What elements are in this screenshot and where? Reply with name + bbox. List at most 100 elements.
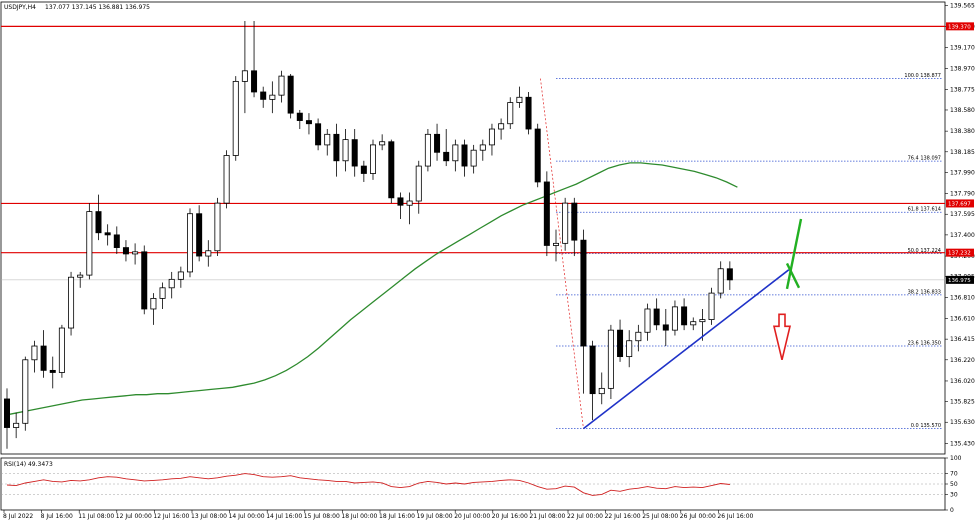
x-tick-label: 8 Jul 16:00	[41, 513, 73, 520]
y-tick-label: 138.380	[950, 128, 975, 135]
candle	[461, 139, 468, 177]
level-price-tag-text: 137.697	[948, 201, 971, 207]
candle-body-bullish	[498, 123, 505, 130]
candle-body-bullish	[22, 359, 29, 424]
candle	[305, 113, 312, 135]
candle	[269, 81, 276, 114]
candle	[507, 97, 514, 130]
candle-body-bearish	[543, 181, 550, 246]
candle	[607, 324, 614, 399]
y-tick-label: 136.020	[950, 378, 975, 385]
candle-body-bearish	[296, 112, 303, 121]
candle	[653, 298, 660, 331]
candle	[726, 261, 733, 290]
candle-body-bearish	[95, 211, 102, 234]
candle	[626, 330, 633, 368]
candle	[86, 203, 93, 280]
current-price-tag	[946, 275, 974, 284]
candle-body-bullish	[479, 144, 486, 151]
candle	[452, 139, 459, 172]
candle	[214, 197, 221, 257]
candle-body-bullish	[690, 321, 697, 326]
candle-body-bullish	[342, 139, 349, 162]
candle	[95, 194, 102, 241]
candle-body-bearish	[360, 165, 367, 174]
candle	[415, 160, 422, 214]
x-tick-label: 20 Jul 00:00	[454, 513, 490, 520]
candle	[104, 224, 111, 246]
y-tick-label: 136.810	[950, 294, 975, 301]
candle	[717, 261, 724, 299]
candle	[40, 330, 47, 378]
candle	[177, 266, 184, 288]
candle	[150, 293, 157, 325]
candle	[516, 86, 523, 108]
rsi-pane: 100 70 50 30 0	[0, 455, 962, 514]
level-price-tag	[946, 22, 974, 31]
candle	[397, 192, 404, 220]
candle	[141, 245, 148, 315]
level-price-tag	[946, 248, 974, 257]
candle-body-bullish	[205, 250, 212, 257]
rsi-label: RSI(14) 49.3473	[4, 461, 53, 468]
candle-body-bearish	[388, 141, 395, 199]
candle	[241, 21, 248, 114]
x-tick-label: 26 Jul 16:00	[717, 513, 753, 520]
candle	[598, 372, 605, 405]
x-tick-label: 14 Jul 00:00	[229, 513, 265, 520]
y-tick-label: 136.220	[950, 357, 975, 364]
candle-body-bullish	[86, 211, 93, 276]
candle	[159, 282, 166, 309]
x-tick-label: 18 Jul 00:00	[341, 513, 377, 520]
level-price-tag-text: 137.232	[948, 251, 971, 257]
x-tick-label: 11 Jul 08:00	[78, 513, 114, 520]
x-tick-label: 13 Jul 08:00	[191, 513, 227, 520]
candle-body-bullish	[516, 96, 523, 103]
candle	[690, 317, 697, 331]
current-price-tag-text: 136.975	[948, 278, 971, 284]
candle	[699, 308, 706, 341]
candle-body-bearish	[571, 202, 578, 241]
main-pane-frame	[0, 1, 946, 455]
candle-body-bullish	[562, 202, 569, 244]
y-tick-label: 137.400	[950, 232, 975, 239]
candle	[49, 356, 56, 389]
candle-body-bullish	[278, 75, 285, 96]
candle-body-bearish	[681, 306, 688, 326]
x-tick-label: 22 Jul 00:00	[567, 513, 603, 520]
candle-body-bullish	[232, 80, 239, 156]
candle-body-bullish	[626, 340, 633, 358]
y-tick-label: 135.430	[950, 440, 975, 447]
candle	[434, 123, 441, 161]
candle	[543, 171, 550, 257]
candle	[342, 129, 349, 172]
candle	[168, 271, 175, 299]
x-tick-label: 8 Jul 2022	[3, 513, 33, 520]
x-tick-label: 14 Jul 16:00	[266, 513, 302, 520]
candle	[196, 205, 203, 262]
candle	[644, 303, 651, 341]
candle	[77, 271, 84, 288]
candle-body-bearish	[40, 345, 47, 371]
projection-green-stroke-1	[785, 262, 801, 289]
candle	[31, 340, 38, 373]
candle	[662, 308, 669, 347]
candle-body-bullish	[150, 297, 157, 310]
candle	[635, 324, 642, 352]
candle-body-bearish	[443, 151, 450, 162]
candle	[479, 139, 486, 161]
x-tick-label: 12 Jul 00:00	[116, 513, 152, 520]
candle-body-bullish	[507, 102, 514, 125]
candle-body-bullish	[241, 70, 248, 82]
candle-body-bullish	[177, 271, 184, 280]
candle	[113, 226, 120, 254]
candle	[13, 412, 20, 439]
candle-body-bullish	[186, 213, 193, 273]
candle-body-bullish	[553, 242, 560, 246]
candle-body-bearish	[534, 128, 541, 183]
candle	[589, 340, 596, 421]
candle	[498, 118, 505, 140]
fib-level-label: 0.0 135.570	[911, 423, 941, 429]
y-tick-label: 138.185	[950, 149, 975, 156]
